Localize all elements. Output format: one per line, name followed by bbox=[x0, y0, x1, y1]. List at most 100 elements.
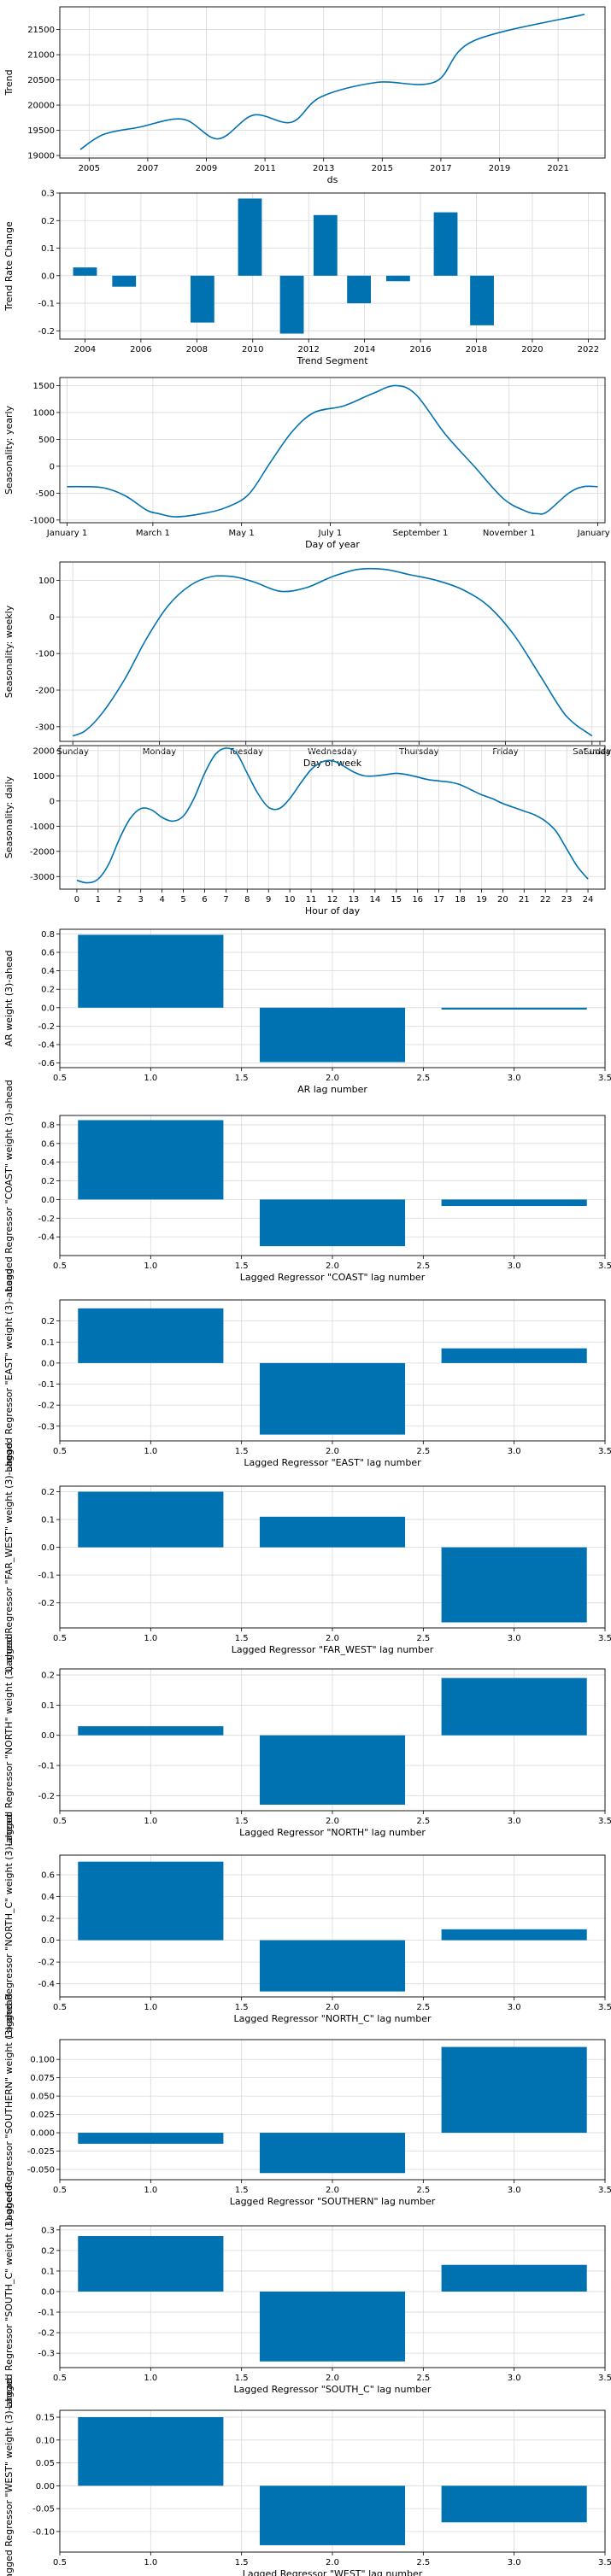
x-tick-label: 0.5 bbox=[53, 2374, 67, 2383]
y-tick-label: -300 bbox=[35, 723, 55, 732]
y-tick-label: 0.0 bbox=[41, 2287, 55, 2297]
chart-panel-8: 0.5 1.0 1.5 2.0 2.5 3.0 3.5 -0.3 -0.2 -0.1 0.0 0.1 0… bbox=[3, 1268, 611, 1472]
x-tick-label: 2.5 bbox=[416, 1817, 430, 1826]
y-tick-label: 1000 bbox=[33, 408, 55, 418]
x-axis-label: Lagged Regressor "EAST" lag number bbox=[244, 1457, 421, 1468]
x-tick-label: 0.5 bbox=[53, 1634, 67, 1643]
x-tick-label: 3.5 bbox=[598, 1634, 611, 1643]
x-tick-label: 2015 bbox=[372, 164, 393, 173]
y-tick-label: 19500 bbox=[27, 126, 55, 136]
y-tick-label: -0.2 bbox=[38, 1599, 55, 1608]
y-tick-label: -0.050 bbox=[27, 2165, 55, 2175]
x-axis-label: Lagged Regressor "COAST" lag number bbox=[240, 1272, 426, 1283]
bar-2 bbox=[259, 2133, 406, 2174]
x-tick-label: 1.5 bbox=[235, 1074, 249, 1083]
x-tick-label: 3.0 bbox=[508, 2374, 521, 2383]
x-tick-label: 2.0 bbox=[326, 2186, 339, 2195]
y-tick-label: 500 bbox=[38, 436, 55, 445]
y-tick-label: 1500 bbox=[33, 382, 55, 391]
y-tick-label: 0.1 bbox=[41, 2267, 55, 2276]
x-tick-label: 3.5 bbox=[598, 2374, 611, 2383]
x-tick-label: 3.5 bbox=[598, 2186, 611, 2195]
x-tick-label: May 1 bbox=[229, 529, 255, 538]
y-axis-label: Lagged Regressor "NORTH_C" weight (3)-ah… bbox=[3, 1814, 15, 2038]
y-tick-label: 0.15 bbox=[36, 2414, 55, 2423]
x-tick-label: 10 bbox=[285, 895, 296, 905]
bar-1 bbox=[78, 1120, 224, 1200]
y-tick-label: 0.2 bbox=[41, 1488, 55, 1497]
y-tick-label: 0.0 bbox=[41, 1359, 55, 1368]
x-tick-label: 2.0 bbox=[326, 1447, 339, 1456]
x-tick-label: 15 bbox=[391, 895, 402, 905]
x-tick-label: 2022 bbox=[578, 345, 599, 354]
x-tick-label: 2020 bbox=[521, 345, 543, 354]
bar-2 bbox=[259, 1735, 406, 1805]
x-tick-label: 2006 bbox=[130, 345, 151, 354]
x-tick-label: 3.0 bbox=[508, 2558, 521, 2567]
y-tick-label: -0.4 bbox=[38, 1980, 55, 1989]
y-axis-label: Trend bbox=[3, 69, 15, 96]
x-tick-label: 3.5 bbox=[598, 2003, 611, 2012]
x-tick-label: Monday bbox=[143, 747, 177, 757]
series-line bbox=[67, 384, 598, 518]
y-tick-label: 0.0 bbox=[41, 1004, 55, 1013]
bar-1 bbox=[78, 2133, 224, 2144]
bar-3 bbox=[441, 1199, 587, 1207]
x-tick-label: 1.0 bbox=[144, 1447, 157, 1456]
bar-5 bbox=[279, 275, 304, 334]
bar-2 bbox=[259, 1940, 406, 1992]
x-tick-label: 1.5 bbox=[235, 2558, 249, 2567]
x-axis-label: Trend Segment bbox=[296, 355, 368, 366]
y-tick-label: -1000 bbox=[30, 823, 55, 832]
x-tick-label: 2004 bbox=[74, 345, 96, 354]
x-tick-label: 1.0 bbox=[144, 2186, 157, 2195]
plot-frame bbox=[59, 377, 606, 524]
x-tick-label: 2014 bbox=[354, 345, 375, 354]
y-tick-label: 0.00 bbox=[36, 2482, 55, 2491]
bar-3 bbox=[441, 2264, 587, 2292]
x-tick-label: 5 bbox=[180, 895, 185, 905]
y-tick-label: -0.10 bbox=[32, 2527, 55, 2537]
chart-panel-3: January 1 March 1 May 1 July 1 September 1 No… bbox=[3, 377, 611, 550]
x-axis-label: Lagged Regressor "SOUTHERN" lag number bbox=[230, 2196, 436, 2207]
x-tick-label: 1.5 bbox=[235, 2374, 249, 2383]
x-axis-label: Lagged Regressor "NORTH" lag number bbox=[239, 1827, 426, 1838]
x-tick-label: 2.5 bbox=[416, 2374, 430, 2383]
y-tick-label: 0.2 bbox=[41, 1317, 55, 1326]
x-tick-label: 2010 bbox=[242, 345, 263, 354]
y-axis-label: Lagged Regressor "SOUTH_C" weight (3)-ah… bbox=[3, 2185, 15, 2409]
x-tick-label: 2.0 bbox=[326, 1262, 339, 1271]
x-tick-label: 0.5 bbox=[53, 1447, 67, 1456]
y-tick-label: -200 bbox=[35, 687, 55, 696]
y-tick-label: 1000 bbox=[33, 772, 55, 782]
x-tick-label: Friday bbox=[492, 747, 518, 757]
chart-panel-5: 0 1 2 3 4 5 6 7 8 9 10 11 12 13 14 15 16 17 18 19 20 21 22 23 24… bbox=[3, 745, 606, 916]
x-tick-label: 22 bbox=[540, 895, 551, 905]
y-tick-label: 20000 bbox=[27, 102, 55, 111]
x-tick-label: 16 bbox=[412, 895, 423, 905]
y-tick-label: 0.050 bbox=[30, 2093, 55, 2102]
y-tick-label: -0.4 bbox=[38, 1233, 55, 1243]
bar-7 bbox=[347, 275, 371, 304]
y-tick-label: 0.2 bbox=[41, 1915, 55, 1924]
x-tick-label: 7 bbox=[223, 895, 228, 905]
y-tick-label: 0.025 bbox=[30, 2111, 55, 2120]
x-tick-label: 0.5 bbox=[53, 1074, 67, 1083]
x-tick-label: 1.0 bbox=[144, 2003, 157, 2012]
bar-3 bbox=[441, 1007, 587, 1010]
y-tick-label: 0.3 bbox=[41, 2226, 55, 2235]
y-tick-label: 0.6 bbox=[41, 1871, 55, 1880]
y-tick-label: 0.0 bbox=[41, 1543, 55, 1553]
bar-2 bbox=[259, 1199, 406, 1247]
bar-3 bbox=[441, 1348, 587, 1363]
x-tick-label: 2013 bbox=[313, 164, 334, 173]
x-tick-label: 4 bbox=[159, 895, 164, 905]
x-tick-label: March 1 bbox=[136, 529, 170, 538]
bar-1 bbox=[78, 2417, 224, 2486]
y-tick-label: 0 bbox=[50, 462, 55, 471]
y-tick-label: 0.0 bbox=[41, 272, 55, 281]
y-tick-label: 0.1 bbox=[41, 1701, 55, 1711]
x-tick-label: 1.0 bbox=[144, 1817, 157, 1826]
y-tick-label: 0.0 bbox=[41, 1731, 55, 1741]
y-tick-label: 0.6 bbox=[41, 949, 55, 958]
